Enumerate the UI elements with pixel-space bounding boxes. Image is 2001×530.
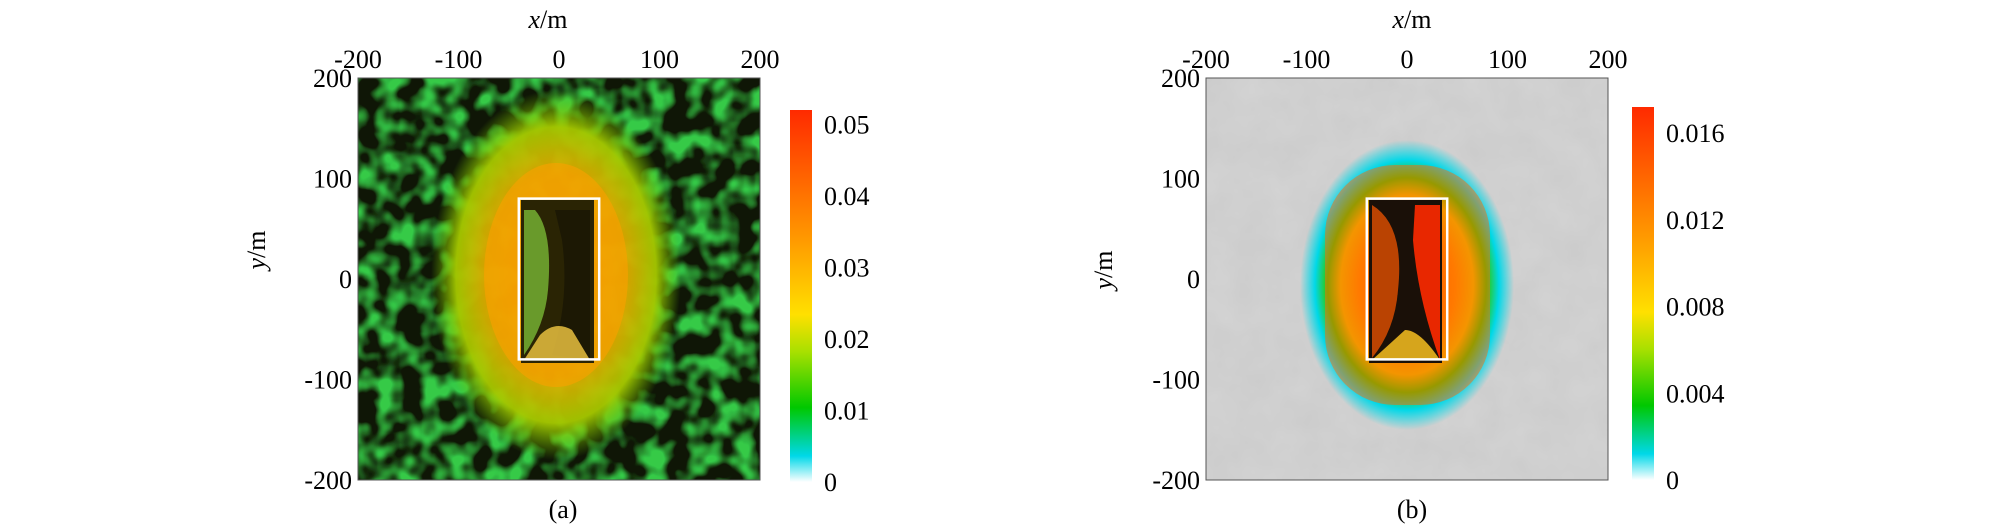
panel-b-colorbar (1632, 107, 1654, 480)
panel-a-x-tick-label: 0 (553, 45, 566, 74)
panel-b-y-tick-labels: 200 100 0 -100 -200 (1152, 64, 1200, 495)
panel-a-y-tick-label: -100 (304, 366, 352, 395)
panel-b-y-tick-label: 100 (1161, 165, 1200, 194)
panel-a-y-tick-label: -200 (304, 466, 352, 495)
panel-a-y-tick-label: 100 (313, 165, 352, 194)
panel-a-y-tick-label: 200 (313, 64, 352, 93)
panel-b-y-tick-label: -100 (1152, 366, 1200, 395)
panel-a-x-tick-label: -100 (435, 45, 483, 74)
panel-a-plot-frame (357, 77, 761, 481)
panel-a-colorbar (790, 110, 812, 482)
panel-b-colorbar-tick-labels: 0 0.004 0.008 0.012 0.016 (1666, 119, 1725, 495)
panel-b-y-tick-label: -200 (1152, 466, 1200, 495)
panel-b-plot-frame (1205, 77, 1609, 481)
panel-b-x-tick-label: 0 (1401, 45, 1414, 74)
panel-a-colorbar-tick-label: 0.03 (824, 253, 870, 282)
panel-b-x-axis-label: x/m (1392, 5, 1432, 34)
panel-b-x-tick-label: 200 (1589, 45, 1628, 74)
panel-b-colorbar-tick-label: 0.012 (1666, 206, 1725, 235)
panel-b-label: (b) (1397, 495, 1427, 524)
panel-a-x-tick-label: 100 (640, 45, 679, 74)
panel-a-colorbar-tick-label: 0.01 (824, 396, 870, 425)
panel-a-x-tick-label: -200 (334, 45, 382, 74)
panel-b-y-tick-label: 0 (1187, 265, 1200, 294)
panel-b-y-tick-label: 200 (1161, 64, 1200, 93)
panel-a-label: (a) (549, 495, 578, 524)
panel-b-x-tick-label: -200 (1182, 45, 1230, 74)
panel-a-colorbar-tick-label: 0.05 (824, 110, 870, 139)
panel-a-colorbar-tick-label: 0.02 (824, 325, 870, 354)
panel-a-x-tick-labels: -200 -100 0 100 200 (334, 45, 779, 74)
panel-b-x-tick-labels: -200 -100 0 100 200 (1182, 45, 1627, 74)
panel-a-x-axis-label: x/m (528, 5, 568, 34)
panel-b-colorbar-tick-label: 0.008 (1666, 293, 1725, 322)
panel-a-colorbar-tick-label: 0.04 (824, 182, 870, 211)
panel-a-y-tick-label: 0 (339, 265, 352, 294)
panel-a-target-rectangle (517, 197, 601, 361)
panel-b-colorbar-tick-label: 0 (1666, 466, 1679, 495)
panel-b-x-tick-label: 100 (1488, 45, 1527, 74)
panel-b-colorbar-tick-label: 0.016 (1666, 119, 1725, 148)
panel-a-y-axis-label: y/m (242, 231, 271, 273)
panel-b-heatmap (1206, 78, 1608, 480)
panel-a-colorbar-tick-labels: 0 0.01 0.02 0.03 0.04 0.05 (824, 110, 870, 497)
panel-a-colorbar-tick-label: 0 (824, 468, 837, 497)
panel-a-x-tick-label: 200 (741, 45, 780, 74)
panel-a-heatmap (358, 78, 760, 480)
panel-b-y-axis-label: y/m (1089, 251, 1118, 293)
panel-b-colorbar-tick-label: 0.004 (1666, 379, 1725, 408)
panel-b-x-tick-label: -100 (1283, 45, 1331, 74)
panel-a-y-tick-labels: 200 100 0 -100 -200 (304, 64, 352, 495)
panel-b-target-rectangle (1365, 197, 1449, 361)
